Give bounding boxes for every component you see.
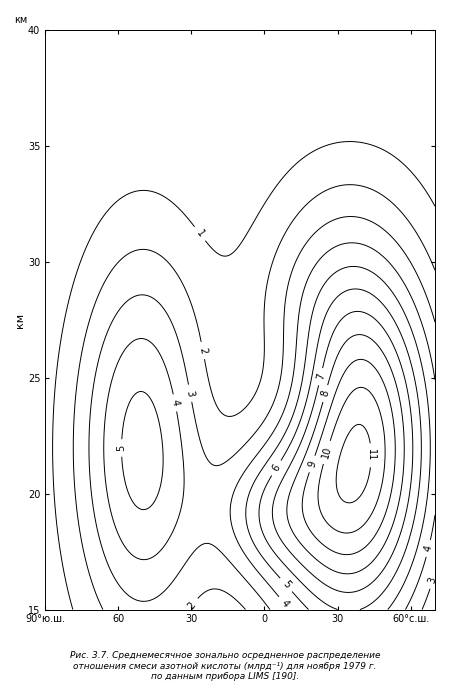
Text: 10: 10 <box>320 445 333 459</box>
Text: 8: 8 <box>320 389 331 398</box>
Text: 6: 6 <box>270 463 282 473</box>
Text: 1: 1 <box>194 229 206 239</box>
Text: 2: 2 <box>186 600 198 611</box>
Text: 5: 5 <box>280 579 292 591</box>
Text: 3: 3 <box>184 389 196 397</box>
Text: 9: 9 <box>306 459 318 468</box>
Y-axis label: км: км <box>15 312 25 327</box>
Text: 4: 4 <box>423 544 434 553</box>
Text: 5: 5 <box>117 445 126 451</box>
Text: 7: 7 <box>315 373 326 381</box>
Text: Рис. 3.7. Среднемесячное зонально осредненное распределение
отношения смеси азот: Рис. 3.7. Среднемесячное зонально осредн… <box>70 651 380 681</box>
Text: км: км <box>14 15 27 24</box>
Text: 4: 4 <box>170 399 180 407</box>
Text: 4: 4 <box>279 598 290 610</box>
Text: 3: 3 <box>427 576 438 584</box>
Text: 11: 11 <box>366 449 376 461</box>
Text: 2: 2 <box>198 347 208 354</box>
